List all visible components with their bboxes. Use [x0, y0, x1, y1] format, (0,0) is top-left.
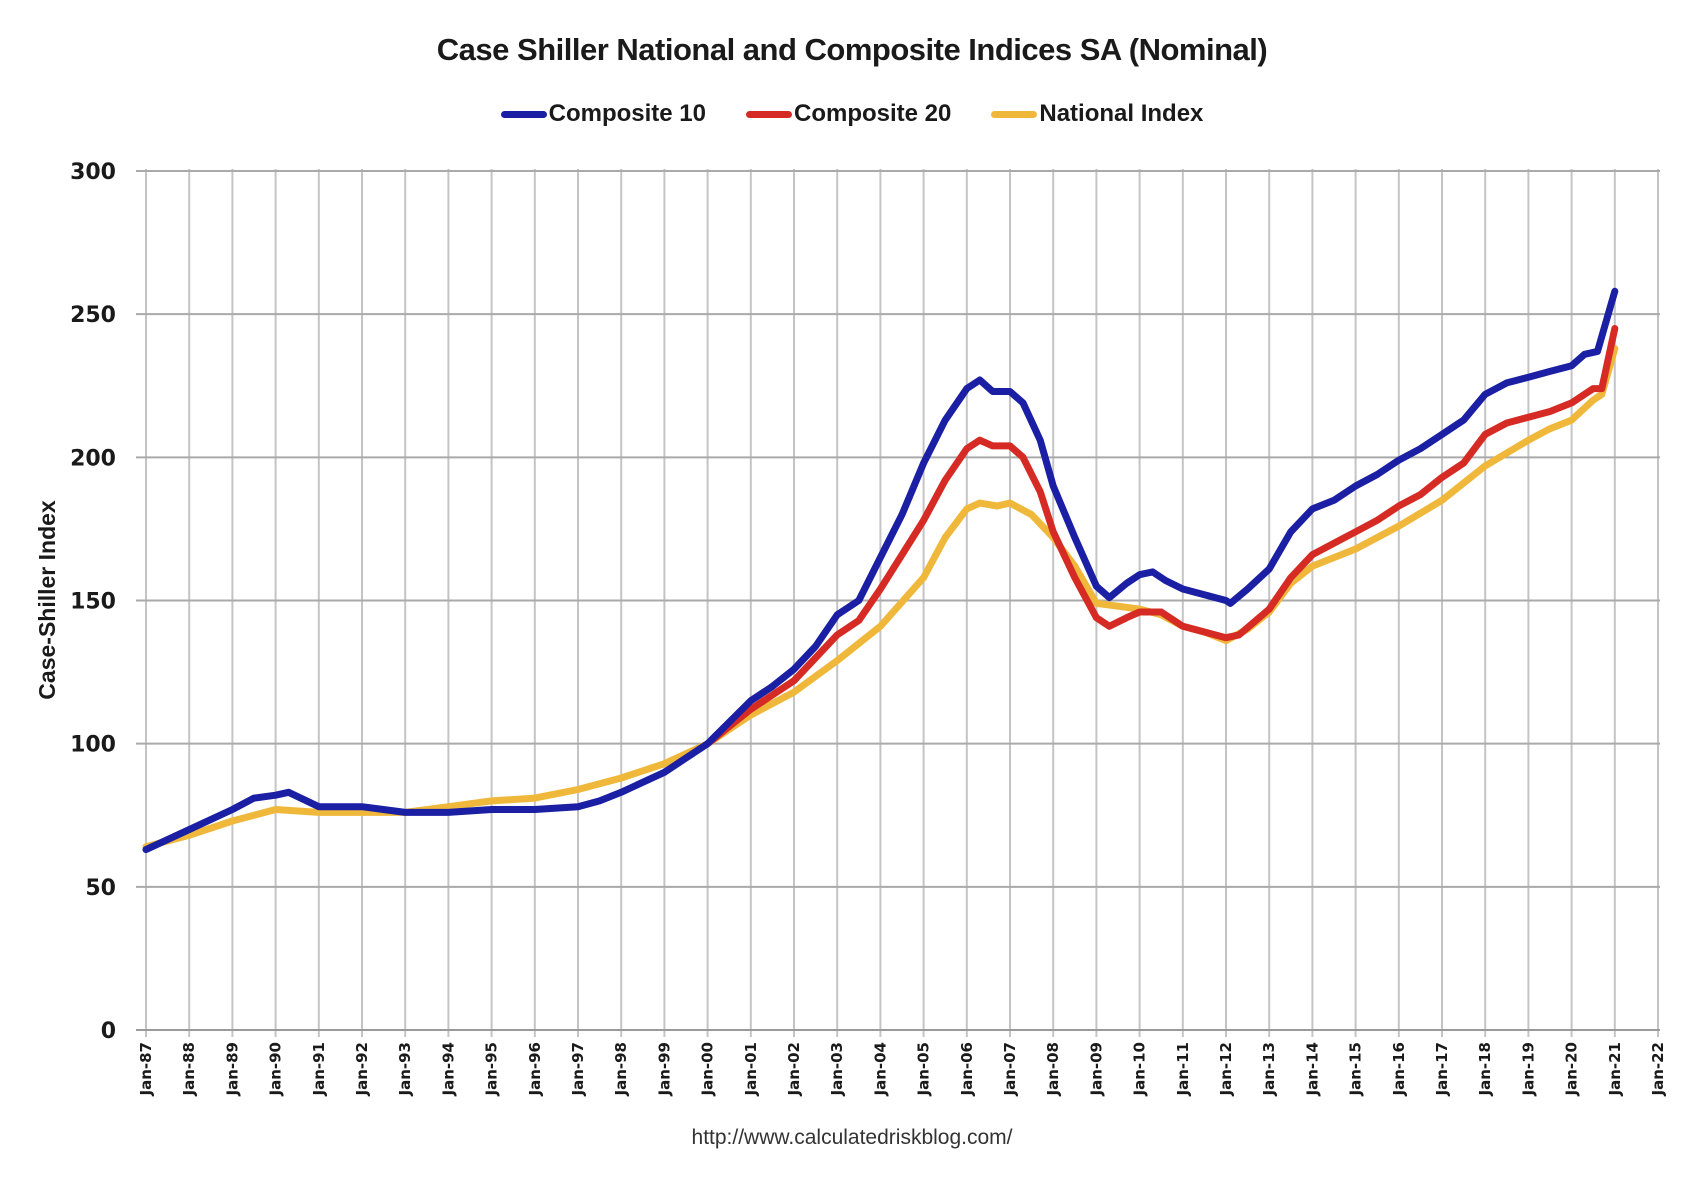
x-tick-labels: Jan-87 Jan-88 Jan-89 Jan-90 Jan-91 Jan-92 Jan-…	[137, 1042, 1667, 1096]
x-tick-label: Jan-05	[915, 1042, 933, 1096]
x-tick-label: Jan-98	[612, 1042, 630, 1096]
x-tick-label: Jan-01	[742, 1042, 760, 1096]
x-tick-label: Jan-21	[1606, 1042, 1624, 1096]
series-line-composite-20	[704, 325, 1619, 748]
y-tick-labels: 0 50 100 150 200 250 300	[70, 160, 116, 1044]
horizontal-gridlines	[136, 170, 1660, 1031]
x-tick-label: Jan-09	[1087, 1042, 1105, 1096]
legend-label-composite-10: Composite 10	[548, 100, 706, 127]
x-tick-label: Jan-22	[1649, 1042, 1667, 1096]
legend-item-composite-20: Composite 20	[745, 100, 952, 128]
x-tick-label: Jan-87	[137, 1042, 155, 1096]
x-tick-label: Jan-16	[1390, 1042, 1408, 1096]
x-tick-label: Jan-17	[1433, 1042, 1451, 1096]
x-tick-label: Jan-13	[1260, 1042, 1278, 1096]
series-line-composite-10	[142, 287, 1619, 854]
y-tick-label: 50	[85, 876, 116, 901]
x-tick-label: Jan-97	[569, 1042, 587, 1096]
x-tick-label: Jan-91	[310, 1042, 328, 1096]
x-tick-label: Jan-07	[1001, 1042, 1019, 1096]
x-tick-label: Jan-89	[223, 1042, 241, 1096]
x-tick-label: Jan-19	[1519, 1042, 1537, 1096]
series-line-national-index	[142, 345, 1619, 851]
x-tick-label: Jan-08	[1044, 1042, 1062, 1096]
series-lines	[142, 287, 1619, 854]
x-tick-label: Jan-94	[439, 1042, 457, 1096]
x-tick-label: Jan-10	[1131, 1042, 1149, 1096]
y-axis-label: Case-Shiller Index	[34, 500, 60, 700]
y-tick-label: 0	[101, 1019, 116, 1044]
y-tick-label: 250	[70, 303, 116, 328]
x-tick-label: Jan-02	[785, 1042, 803, 1096]
y-tick-label: 150	[70, 590, 116, 615]
x-tick-label: Jan-90	[267, 1042, 285, 1096]
x-tick-label: Jan-00	[699, 1042, 717, 1096]
x-tick-label: Jan-92	[353, 1042, 371, 1096]
y-tick-label: 200	[70, 446, 116, 471]
x-tick-label: Jan-88	[180, 1042, 198, 1096]
legend-swatch-composite-10	[500, 110, 547, 118]
x-tick-label: Jan-06	[958, 1042, 976, 1096]
x-tick-label: Jan-04	[871, 1042, 889, 1096]
x-tick-label: Jan-03	[828, 1042, 846, 1096]
x-tick-label: Jan-12	[1217, 1042, 1235, 1096]
vertical-gridlines	[145, 169, 1659, 1037]
legend-item-national-index: National Index	[991, 100, 1203, 128]
x-tick-label: Jan-18	[1476, 1042, 1494, 1096]
legend-item-composite-10: Composite 10	[500, 100, 706, 128]
legend: Composite 10 Composite 20 National Index	[0, 100, 1704, 128]
x-tick-label: Jan-20	[1563, 1042, 1581, 1096]
legend-swatch-composite-20	[745, 110, 792, 118]
x-tick-label: Jan-14	[1303, 1042, 1321, 1096]
legend-swatch-national-index	[991, 110, 1038, 118]
x-tick-label: Jan-95	[483, 1042, 501, 1096]
x-tick-label: Jan-15	[1347, 1042, 1365, 1096]
x-tick-label: Jan-93	[396, 1042, 414, 1096]
x-tick-label: Jan-99	[655, 1042, 673, 1096]
chart-title: Case Shiller National and Composite Indi…	[436, 32, 1268, 67]
y-tick-label: 100	[70, 733, 116, 758]
legend-label-national-index: National Index	[1039, 100, 1204, 127]
y-tick-label: 300	[70, 160, 116, 185]
source-url: http://www.calculatedriskblog.com/	[691, 1126, 1013, 1149]
x-tick-label: Jan-96	[526, 1042, 544, 1096]
x-tick-label: Jan-11	[1174, 1042, 1192, 1096]
legend-label-composite-20: Composite 20	[793, 100, 952, 127]
